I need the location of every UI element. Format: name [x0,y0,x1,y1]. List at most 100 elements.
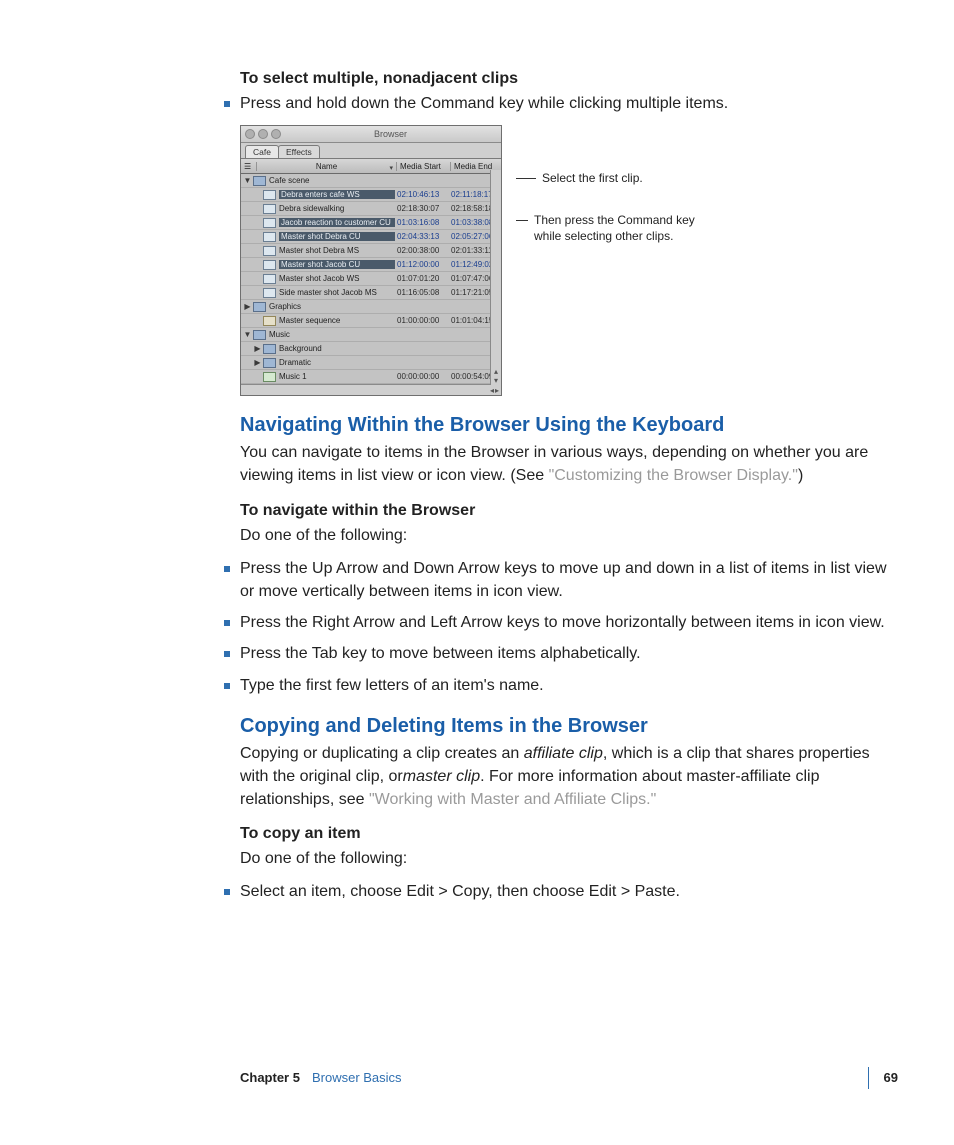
table-row[interactable]: ▶ Background [241,342,501,356]
line-do-one-2: Do one of the following: [240,847,894,870]
heading-navigating: Navigating Within the Browser Using the … [240,414,894,437]
minimize-icon[interactable] [258,129,268,139]
bullet-square-icon [224,651,230,657]
table-row[interactable]: Side master shot Jacob MS01:16:05:0801:1… [241,286,501,300]
vertical-scrollbar[interactable]: ▴ ▾ [490,170,501,385]
bullet-text: Press the Right Arrow and Left Arrow key… [240,611,885,634]
para-copying: Copying or duplicating a clip creates an… [240,742,894,812]
disclosure-icon[interactable]: ▶ [243,344,262,353]
tabs: Cafe Effects [241,143,501,159]
footer-page-number: 69 [884,1070,898,1085]
bullet-row: Press the Tab key to move between items … [224,642,894,665]
footer-chapter: Chapter 5 [240,1070,300,1085]
titlebar: Browser [241,126,501,143]
callout-second: Then press the Command key while selecti… [534,213,716,244]
table-row[interactable]: Music 100:00:00:0000:00:54:09 [241,370,501,384]
item-type-icon [263,372,276,382]
bullet-square-icon [224,566,230,572]
media-start: 01:03:16:08 [395,218,449,227]
item-name: Jacob reaction to customer CU [279,218,395,227]
item-type-icon [263,316,276,326]
bullet-text: Press and hold down the Command key whil… [240,92,728,115]
item-type-icon [263,190,276,200]
item-type-icon [263,288,276,298]
media-start: 01:16:05:08 [395,288,449,297]
subheading-to-copy: To copy an item [240,825,894,843]
page-footer: Chapter 5 Browser Basics 69 [240,1070,898,1085]
heading-copying: Copying and Deleting Items in the Browse… [240,715,894,738]
item-type-icon [253,330,266,340]
bullet-row: Type the first few letters of an item's … [224,674,894,697]
link-master-affiliate[interactable]: "Working with Master and Affiliate Clips… [369,791,656,808]
scroll-down-icon[interactable]: ▾ [494,376,498,385]
table-row[interactable]: Master shot Debra MS02:00:38:0002:01:33:… [241,244,501,258]
item-type-icon [263,204,276,214]
close-icon[interactable] [245,129,255,139]
bullet-square-icon [224,101,230,107]
callouts: Select the first clip. Then press the Co… [516,125,716,365]
disclosure-icon[interactable]: ▶ [243,302,252,311]
table-row[interactable]: Master shot Jacob CU01:12:00:0001:12:49:… [241,258,501,272]
media-start: 02:10:46:13 [395,190,449,199]
media-start: 02:04:33:13 [395,232,449,241]
media-start: 02:18:30:07 [395,204,449,213]
line-do-one: Do one of the following: [240,524,894,547]
table-row[interactable]: Debra sidewalking02:18:30:0702:18:58:18 [241,202,501,216]
col-handle: ☰ [241,162,257,171]
bullet-row: Press the Up Arrow and Down Arrow keys t… [224,557,894,603]
table-row[interactable]: Jacob reaction to customer CU01:03:16:08… [241,216,501,230]
table-row[interactable]: ▶ Dramatic [241,356,501,370]
item-name: Master shot Jacob CU [279,260,395,269]
horizontal-scrollbar[interactable]: ◂ ▸ [241,384,501,395]
table-row[interactable]: ▼ Music [241,328,501,342]
table-row[interactable]: Master shot Jacob WS01:07:01:2001:07:47:… [241,272,501,286]
subheading-to-navigate: To navigate within the Browser [240,502,894,520]
media-start: 00:00:00:00 [395,372,449,381]
item-name: Music 1 [279,372,395,381]
tab-effects[interactable]: Effects [278,145,320,158]
scroll-right-icon[interactable]: ▸ [495,386,499,395]
item-name: Debra sidewalking [279,204,395,213]
bullet-text: Press the Up Arrow and Down Arrow keys t… [240,557,894,603]
item-type-icon [263,246,276,256]
item-name: Master shot Debra CU [279,232,395,241]
table-row[interactable]: Master sequence01:00:00:0001:01:04:15 [241,314,501,328]
scroll-left-icon[interactable]: ◂ [490,386,494,395]
item-name: Master shot Debra MS [279,246,395,255]
item-name: Side master shot Jacob MS [279,288,395,297]
tab-cafe[interactable]: Cafe [245,145,279,158]
item-type-icon [263,344,276,354]
item-name: Background [279,344,395,353]
table-row[interactable]: ▶Graphics [241,300,501,314]
browser-window: Browser Cafe Effects ☰ Name▾ Media Start… [240,125,502,396]
disclosure-icon[interactable]: ▼ [243,330,252,339]
item-name: Dramatic [279,358,395,367]
item-name: Music [269,330,395,339]
item-name: Master sequence [279,316,395,325]
table-row[interactable]: Debra enters cafe WS02:10:46:1302:11:18:… [241,188,501,202]
bullet-row: Press the Right Arrow and Left Arrow key… [224,611,894,634]
bullet-square-icon [224,620,230,626]
col-name[interactable]: Name▾ [257,162,397,171]
window-title: Browser [284,129,497,139]
bullet-row: Press and hold down the Command key whil… [224,92,894,115]
sort-indicator-icon: ▾ [389,164,393,171]
item-name: Debra enters cafe WS [279,190,395,199]
media-start: 01:00:00:00 [395,316,449,325]
heading-select-multiple: To select multiple, nonadjacent clips [240,70,894,88]
table-row[interactable]: ▼Cafe scene [241,174,501,188]
disclosure-icon[interactable]: ▶ [243,358,262,367]
col-media-start[interactable]: Media Start [397,162,451,171]
zoom-icon[interactable] [271,129,281,139]
table-row[interactable]: Master shot Debra CU02:04:33:1302:05:27:… [241,230,501,244]
item-type-icon [263,274,276,284]
item-type-icon [253,176,266,186]
link-customizing-display[interactable]: "Customizing the Browser Display." [549,467,798,484]
scroll-up-icon[interactable]: ▴ [494,367,498,376]
media-start: 01:12:00:00 [395,260,449,269]
media-start: 02:00:38:00 [395,246,449,255]
disclosure-icon[interactable]: ▼ [243,176,252,185]
bullet-row: Select an item, choose Edit > Copy, then… [224,880,894,903]
footer-rule [868,1067,869,1089]
bullet-square-icon [224,889,230,895]
